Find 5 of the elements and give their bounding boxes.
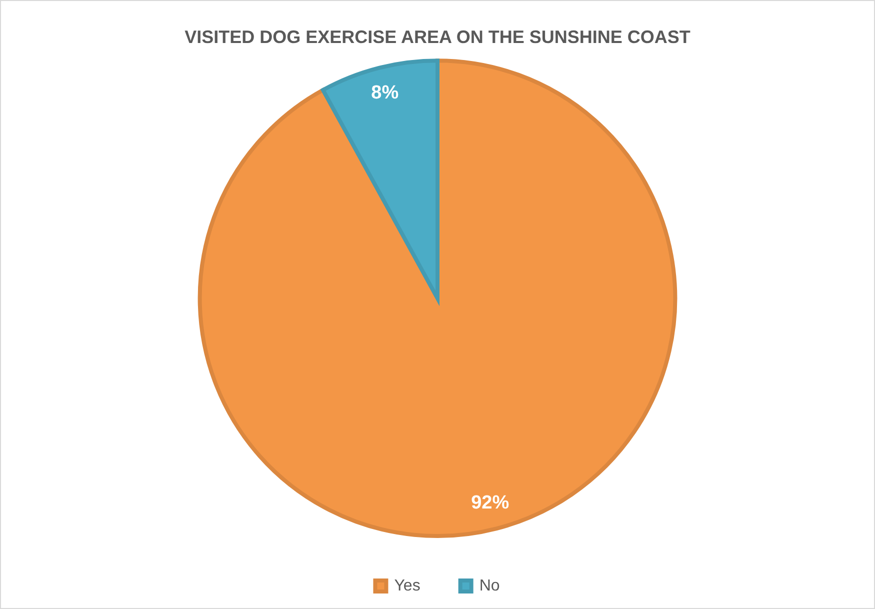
legend-label: Yes bbox=[394, 577, 420, 594]
data-label: 8% bbox=[371, 82, 399, 104]
chart-title: VISITED DOG EXERCISE AREA ON THE SUNSHINE COAST bbox=[184, 26, 690, 47]
data-label: 92% bbox=[471, 492, 510, 514]
legend-label: No bbox=[479, 577, 500, 594]
